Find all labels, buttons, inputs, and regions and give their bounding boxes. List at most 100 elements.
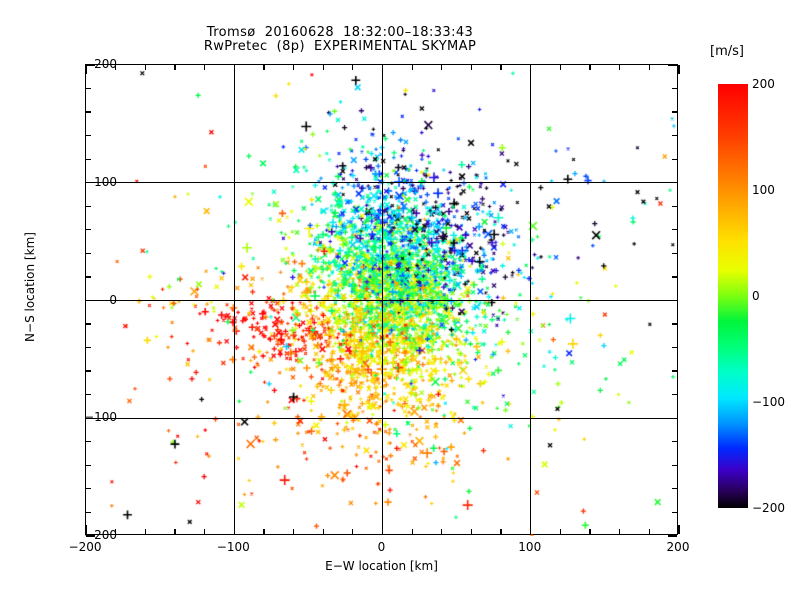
- axis-tick: [672, 323, 677, 325]
- y-axis-title: N−S location [km]: [23, 232, 37, 342]
- axis-tick: [86, 417, 95, 419]
- y-tick-label: 0: [109, 292, 117, 307]
- axis-tick: [86, 205, 91, 207]
- axis-tick: [86, 276, 91, 278]
- axis-tick: [233, 65, 235, 74]
- colorbar-gradient: [718, 84, 748, 508]
- colorbar-tick-label: −200: [752, 501, 785, 515]
- axis-tick: [86, 346, 91, 349]
- y-tick-label: −100: [84, 410, 117, 425]
- axis-tick: [86, 394, 91, 396]
- axis-tick: [678, 525, 680, 534]
- axis-tick: [381, 65, 384, 74]
- axis-tick: [678, 65, 680, 74]
- axis-tick: [672, 111, 677, 113]
- axis-tick: [86, 441, 91, 443]
- axis-tick: [381, 525, 384, 534]
- axis-tick: [619, 529, 621, 534]
- axis-tick: [672, 346, 677, 349]
- plot-area: [85, 64, 680, 537]
- axis-tick: [672, 488, 677, 490]
- axis-tick: [86, 488, 91, 490]
- y-tick-label: 100: [94, 174, 117, 189]
- axis-tick: [85, 65, 87, 74]
- axis-tick: [648, 529, 650, 534]
- axis-tick: [672, 370, 677, 372]
- axis-tick: [86, 323, 91, 325]
- axis-tick: [86, 252, 91, 254]
- axis-tick: [500, 65, 502, 70]
- title-line-1: Tromsø 20160628 18:32:00–18:33:43: [206, 25, 474, 40]
- colorbar: [718, 84, 748, 508]
- colorbar-tick-label: 200: [752, 77, 775, 91]
- axis-tick: [174, 65, 176, 70]
- axis-tick: [86, 134, 91, 137]
- gridline-vertical: [233, 65, 235, 534]
- axis-tick: [470, 529, 473, 534]
- colorbar-title: [m/s]: [710, 44, 744, 59]
- axis-tick: [174, 529, 176, 534]
- axis-tick: [672, 441, 677, 443]
- axis-tick: [86, 464, 91, 466]
- axis-tick: [86, 158, 91, 160]
- x-tick-label: 100: [518, 540, 542, 554]
- axis-tick: [668, 182, 677, 184]
- axis-tick: [86, 87, 91, 90]
- gridline-horizontal: [86, 182, 677, 184]
- axis-tick: [144, 65, 146, 70]
- axis-tick: [411, 529, 413, 534]
- axis-tick: [85, 525, 87, 534]
- gridline-vertical: [381, 65, 384, 534]
- axis-tick: [672, 464, 677, 466]
- axis-tick: [86, 535, 95, 537]
- axis-tick: [441, 65, 443, 70]
- gridline-horizontal: [86, 299, 677, 302]
- axis-tick: [86, 299, 95, 302]
- axis-tick: [86, 182, 95, 184]
- x-tick-label: −200: [68, 540, 102, 554]
- axis-tick: [619, 65, 621, 70]
- axis-tick: [115, 529, 117, 534]
- axis-tick: [352, 65, 354, 70]
- axis-tick: [672, 134, 677, 137]
- axis-tick: [86, 111, 91, 113]
- axis-tick: [86, 64, 95, 66]
- axis-tick: [648, 65, 650, 70]
- axis-tick: [668, 535, 677, 537]
- axis-tick: [115, 65, 117, 70]
- x-axis-title: E−W location [km]: [325, 559, 438, 573]
- axis-tick: [672, 229, 677, 231]
- title-line-2: RwPretec (8p) EXPERIMENTAL SKYMAP: [203, 39, 477, 54]
- axis-tick: [470, 65, 473, 70]
- gridline-horizontal: [86, 417, 677, 419]
- axis-tick: [672, 205, 677, 207]
- axis-tick: [292, 65, 295, 70]
- y-tick-label: −200: [84, 528, 117, 542]
- axis-tick: [441, 529, 443, 534]
- axis-tick: [352, 529, 354, 534]
- axis-tick: [672, 158, 677, 160]
- y-tick-label: 200: [94, 57, 117, 71]
- axis-tick: [292, 529, 295, 534]
- gridline-vertical: [530, 65, 532, 534]
- x-tick-label: 200: [666, 540, 690, 554]
- x-tick-label: −100: [216, 540, 250, 554]
- axis-tick: [668, 417, 677, 419]
- colorbar-tick-label: 100: [752, 183, 775, 197]
- axis-tick: [559, 65, 562, 70]
- axis-tick: [672, 276, 677, 278]
- axis-tick: [86, 370, 91, 372]
- axis-tick: [589, 65, 591, 70]
- axis-tick: [86, 229, 91, 231]
- axis-tick: [500, 529, 502, 534]
- figure-title: Tromsø 20160628 18:32:00–18:33:43 RwPret…: [0, 26, 680, 54]
- axis-tick: [668, 64, 677, 66]
- colorbar-tick-label: 0: [752, 289, 760, 303]
- axis-tick: [203, 529, 206, 534]
- axis-tick: [263, 529, 265, 534]
- axis-tick: [322, 65, 324, 70]
- axis-tick: [263, 65, 265, 70]
- axis-tick: [672, 511, 677, 514]
- axis-tick: [672, 252, 677, 254]
